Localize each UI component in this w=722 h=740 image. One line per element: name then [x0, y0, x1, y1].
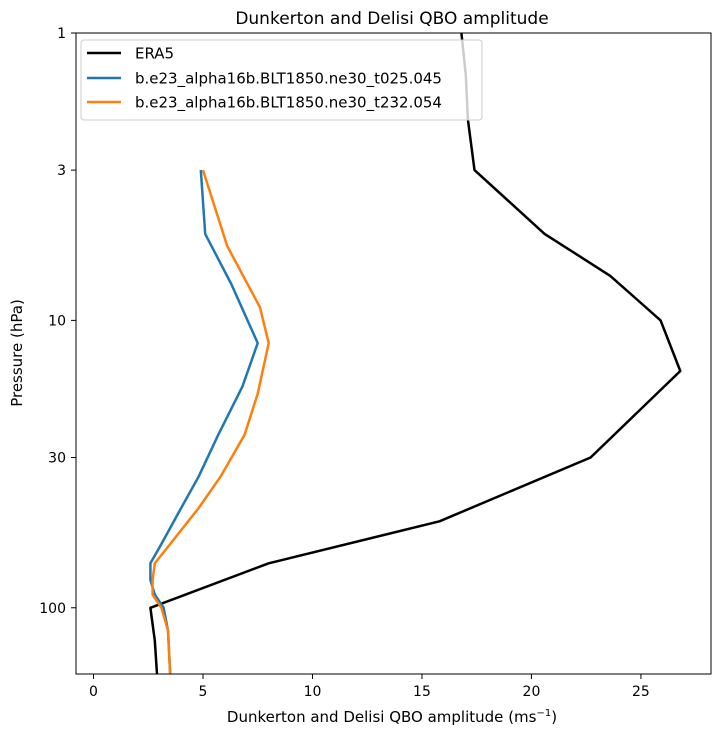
- y-tick-label: 100: [39, 601, 66, 617]
- y-tick-label: 10: [48, 313, 66, 329]
- x-tick-label: 0: [89, 684, 98, 700]
- y-tick-label: 1: [57, 26, 66, 42]
- y-tick-label: 3: [57, 163, 66, 179]
- legend-label-t232: b.e23_alpha16b.BLT1850.ne30_t232.054: [135, 94, 442, 113]
- t232-line: [151, 169, 270, 675]
- x-axis-label-unit: (ms: [508, 708, 536, 726]
- t025-line: [149, 170, 259, 675]
- x-axis-label-exponent: −1: [536, 708, 551, 719]
- era5-line: [149, 32, 682, 675]
- chart-title: Dunkerton and Delisi QBO amplitude: [235, 9, 548, 29]
- x-tick-label: 5: [199, 684, 208, 700]
- legend-box: [80, 39, 483, 121]
- series-layer: [149, 32, 682, 675]
- x-axis-label: Dunkerton and Delisi QBO amplitude (ms−1…: [227, 708, 557, 726]
- legend-label-t025: b.e23_alpha16b.BLT1850.ne30_t025.045: [135, 70, 442, 89]
- y-axis-label: Pressure (hPa): [8, 299, 26, 407]
- x-tick-label: 10: [304, 684, 322, 700]
- x-tick-label: 20: [523, 684, 541, 700]
- plot-frame: [75, 32, 712, 675]
- y-tick-label: 30: [48, 451, 66, 467]
- x-axis-label-close: ): [551, 708, 557, 726]
- x-tick-label: 25: [632, 684, 650, 700]
- legend-label-era5: ERA5: [135, 45, 174, 63]
- legend: ERA5 b.e23_alpha16b.BLT1850.ne30_t025.04…: [80, 39, 483, 121]
- x-tick-label: 15: [413, 684, 431, 700]
- x-axis-label-main: Dunkerton and Delisi QBO amplitude: [227, 708, 504, 726]
- tick-layer: 0 5 10 15 20 25 1 3 10 30 100: [39, 26, 650, 700]
